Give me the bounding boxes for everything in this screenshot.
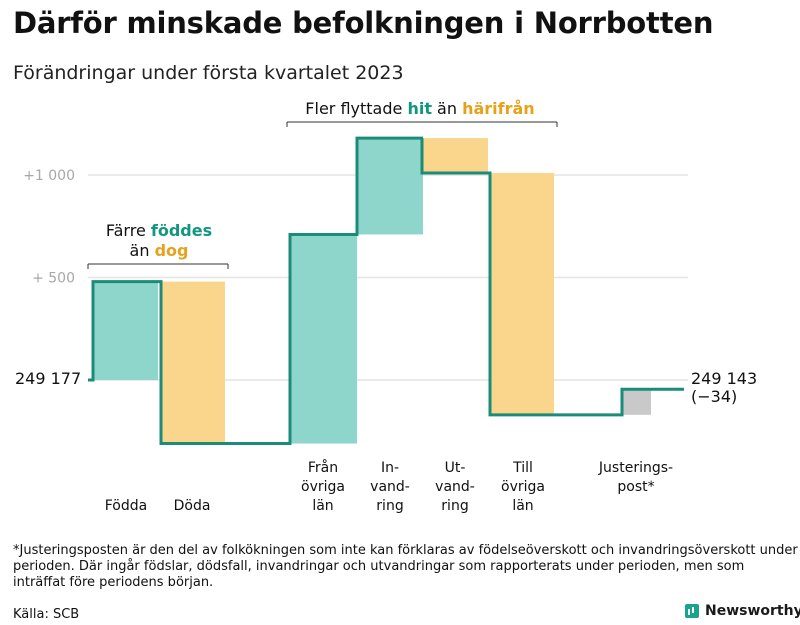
category-label: övriga <box>301 479 345 495</box>
births-deaths-annotation-line1: Färre föddes <box>106 221 212 240</box>
waterfall-chart: + 500 +1 000 249 177 249 143(−34) Födda Döda F… <box>15 99 757 514</box>
annotation-text: Fler flyttade <box>305 99 407 118</box>
category-label: Döda <box>174 498 211 514</box>
category-label: In- <box>381 460 399 476</box>
annotation-highlight-fodda: föddes <box>151 221 212 240</box>
chart-title: Därför minskade befolkningen i Norrbotte… <box>13 6 714 40</box>
category-label: Ut- <box>445 460 466 476</box>
category-label: ring <box>441 498 468 514</box>
bar-1 <box>93 281 158 380</box>
annotation-text: än <box>130 241 155 260</box>
newsworthy-logo-icon <box>685 604 699 618</box>
category-label: Födda <box>105 498 147 514</box>
y-tick-label: + 500 <box>32 271 75 287</box>
y-tick-label: +1 000 <box>23 168 75 184</box>
annotation-highlight-harifran: härifrån <box>462 99 535 118</box>
bar-7 <box>622 389 651 415</box>
bar-3 <box>290 234 357 444</box>
births-deaths-annotation-line2: än dog <box>130 241 189 260</box>
migration-annotation: Fler flyttade hit än härifrån <box>305 99 534 118</box>
brand-name: Newsworthy <box>705 603 800 619</box>
category-label: län <box>312 498 333 514</box>
category-label: ring <box>376 498 403 514</box>
chart-subtitle: Förändringar under första kvartalet 2023 <box>13 62 404 84</box>
annotation-highlight-doda: dog <box>155 241 189 260</box>
annotation-text: än <box>432 99 462 118</box>
category-label: övriga <box>501 479 545 495</box>
annotation-text: Färre <box>106 221 151 240</box>
end-value-label: 249 143 <box>691 369 757 388</box>
category-label: Till <box>512 460 533 476</box>
category-label: län <box>512 498 533 514</box>
footnote: *Justeringsposten är den del av folkökni… <box>13 543 798 590</box>
bar-5 <box>422 138 488 173</box>
brand-logo: Newsworthy <box>685 603 800 619</box>
bar-2 <box>161 281 225 444</box>
category-label: vand- <box>435 479 475 495</box>
start-value-label: 249 177 <box>15 369 81 388</box>
category-label: Från <box>308 459 338 476</box>
bar-4 <box>357 138 423 235</box>
category-label: post* <box>617 479 654 495</box>
category-label: Justerings- <box>598 460 673 476</box>
bar-6 <box>490 172 554 415</box>
running-total-line <box>88 136 684 446</box>
source-label: Källa: SCB <box>13 607 80 622</box>
category-label: vand- <box>370 479 410 495</box>
end-change-label: (−34) <box>691 387 737 406</box>
annotation-highlight-hit: hit <box>407 99 432 118</box>
